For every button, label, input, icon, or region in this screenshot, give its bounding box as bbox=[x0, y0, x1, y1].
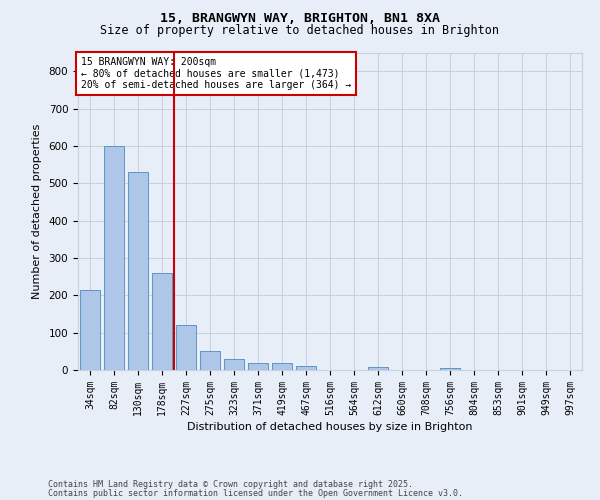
Text: Size of property relative to detached houses in Brighton: Size of property relative to detached ho… bbox=[101, 24, 499, 37]
Bar bbox=[80, 290, 100, 370]
Bar bbox=[440, 368, 460, 370]
X-axis label: Distribution of detached houses by size in Brighton: Distribution of detached houses by size … bbox=[187, 422, 473, 432]
Bar bbox=[104, 146, 124, 370]
Bar bbox=[368, 367, 388, 370]
Bar bbox=[200, 350, 220, 370]
Text: 15 BRANGWYN WAY: 200sqm
← 80% of detached houses are smaller (1,473)
20% of semi: 15 BRANGWYN WAY: 200sqm ← 80% of detache… bbox=[80, 58, 351, 90]
Bar bbox=[272, 364, 292, 370]
Bar bbox=[224, 359, 244, 370]
Text: Contains public sector information licensed under the Open Government Licence v3: Contains public sector information licen… bbox=[48, 488, 463, 498]
Text: Contains HM Land Registry data © Crown copyright and database right 2025.: Contains HM Land Registry data © Crown c… bbox=[48, 480, 413, 489]
Bar bbox=[176, 325, 196, 370]
Bar bbox=[296, 366, 316, 370]
Text: 15, BRANGWYN WAY, BRIGHTON, BN1 8XA: 15, BRANGWYN WAY, BRIGHTON, BN1 8XA bbox=[160, 12, 440, 26]
Bar bbox=[248, 362, 268, 370]
Y-axis label: Number of detached properties: Number of detached properties bbox=[32, 124, 42, 299]
Bar bbox=[152, 273, 172, 370]
Bar bbox=[128, 172, 148, 370]
